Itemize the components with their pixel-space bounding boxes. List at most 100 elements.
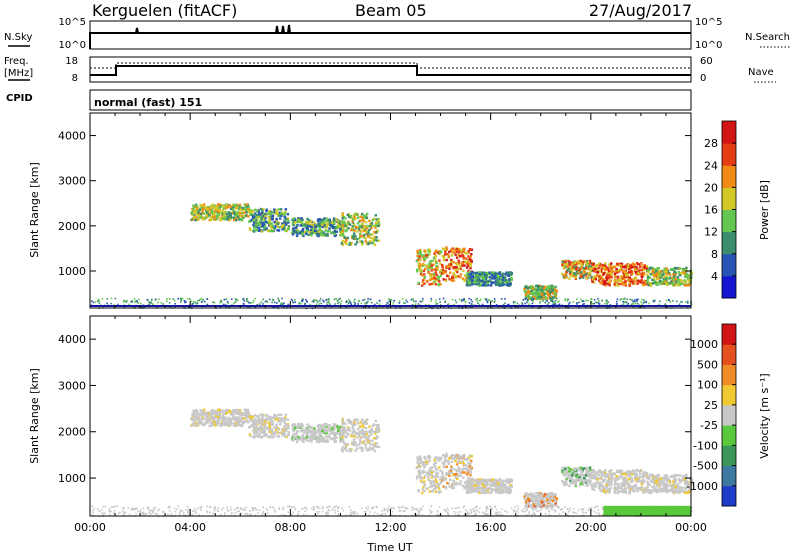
data-cell: [438, 456, 441, 459]
data-cell: [356, 419, 359, 422]
ground-cell: [327, 300, 330, 302]
data-cell: [485, 487, 488, 490]
ground-cell: [348, 300, 351, 303]
data-cell: [539, 284, 542, 288]
data-cell: [499, 275, 502, 278]
data-cell: [489, 486, 492, 490]
data-cell: [463, 458, 467, 461]
data-cell: [228, 204, 232, 207]
data-cell: [469, 487, 472, 491]
ground-cell: [354, 298, 356, 301]
data-cell: [241, 217, 244, 220]
data-cell: [327, 435, 330, 439]
data-cell: [366, 233, 369, 236]
ytick-label-1: 2000: [58, 220, 86, 233]
ground-cell: [461, 299, 463, 301]
data-cell: [213, 214, 216, 218]
data-cell: [356, 432, 359, 435]
data-cell: [665, 275, 668, 278]
data-cell: [353, 435, 356, 438]
ground-cell: [590, 298, 592, 301]
data-cell: [465, 276, 468, 280]
data-cell: [274, 223, 278, 226]
data-cell: [226, 218, 229, 221]
data-cell: [449, 469, 453, 472]
data-cell: [254, 212, 257, 215]
data-cell: [550, 290, 553, 293]
ground-cell: [236, 299, 239, 302]
data-cell: [499, 482, 502, 485]
data-cell: [311, 224, 315, 227]
data-cell: [642, 273, 645, 276]
data-cell: [483, 273, 487, 277]
data-cell: [429, 275, 433, 278]
ground-cell: [596, 301, 598, 304]
data-cell: [210, 210, 214, 213]
data-cell: [212, 216, 216, 219]
data-cell: [602, 281, 606, 284]
ground-cell: [585, 306, 588, 308]
data-cell: [229, 207, 233, 211]
data-cell: [416, 461, 419, 464]
data-cell: [287, 427, 290, 430]
data-cell: [216, 415, 220, 419]
data-cell: [602, 272, 606, 275]
data-cell: [468, 271, 471, 274]
data-cell: [467, 273, 471, 276]
data-cell: [266, 221, 269, 225]
ground-cell: [277, 297, 280, 300]
data-cell: [269, 427, 272, 431]
data-cell: [466, 490, 469, 494]
data-cell: [322, 427, 325, 430]
data-cell: [431, 259, 434, 262]
data-cell: [613, 280, 616, 283]
data-cell: [235, 422, 239, 425]
ground-cell: [539, 300, 541, 303]
ground-cell: [319, 299, 321, 302]
ground-cell: [488, 299, 491, 302]
ground-cell: [504, 302, 506, 305]
ground-cell: [219, 301, 222, 304]
ground-cell: [526, 298, 529, 301]
data-cell: [363, 233, 366, 237]
data-cell: [439, 262, 442, 265]
data-cell: [226, 423, 229, 427]
data-cell: [275, 210, 278, 213]
power-data-layer: [90, 203, 694, 310]
data-cell: [598, 262, 601, 265]
data-cell: [475, 283, 479, 286]
data-cell: [273, 208, 276, 211]
data-cell: [668, 281, 671, 285]
data-cell: [501, 483, 505, 487]
ground-cell: [436, 303, 439, 305]
data-cell: [561, 262, 564, 265]
data-cell: [449, 467, 453, 470]
data-cell: [212, 419, 216, 422]
data-cell: [363, 229, 366, 233]
data-cell: [333, 230, 337, 233]
data-cell: [319, 231, 323, 234]
data-cell: [278, 214, 281, 217]
ground-cell: [626, 301, 628, 304]
ground-cell: [146, 298, 149, 301]
data-cell: [545, 288, 549, 292]
data-cell: [676, 266, 679, 270]
data-cell: [255, 424, 258, 428]
data-cell: [264, 420, 267, 423]
data-cell: [369, 240, 372, 243]
data-cell: [265, 415, 268, 418]
data-cell: [429, 482, 433, 485]
data-cell: [532, 295, 535, 299]
data-cell: [592, 275, 596, 278]
data-cell: [231, 209, 235, 212]
data-cell: [540, 289, 543, 292]
data-cell: [199, 418, 203, 421]
data-cell: [257, 210, 260, 214]
ground-cell: [439, 301, 442, 303]
data-cell: [470, 483, 473, 486]
data-cell: [651, 270, 654, 274]
data-cell: [490, 480, 493, 484]
data-cell: [245, 408, 248, 412]
data-cell: [248, 415, 252, 419]
